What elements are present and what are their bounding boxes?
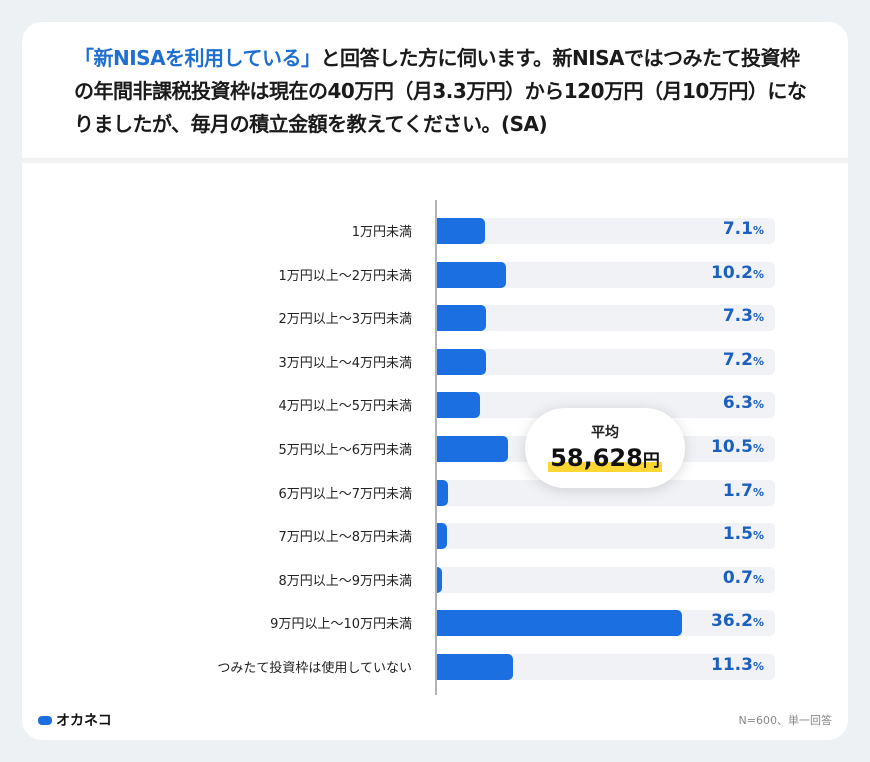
value-unit: % — [752, 442, 764, 455]
value-label: 11.3% — [711, 655, 764, 675]
value-number: 6.3 — [722, 393, 753, 414]
bar — [437, 479, 449, 506]
value-label: 1.5% — [723, 524, 764, 544]
value-unit: % — [752, 267, 764, 281]
bar-row: 4万円以上～5万円未満 6.3% — [22, 383, 848, 426]
value-label: 0.7% — [723, 568, 764, 588]
value-label: 7.1% — [723, 219, 764, 239]
value-label: 10.5% — [711, 437, 764, 457]
average-value-wrap: 58,628円 — [548, 444, 662, 472]
y-axis-line — [435, 200, 437, 695]
category-label: 1万円以上～2万円未満 — [278, 268, 412, 284]
bar-row: 7万円以上～8万円未満 1.5% — [22, 514, 848, 557]
value-number: 10.2 — [711, 262, 753, 283]
value-label: 7.2% — [723, 350, 764, 370]
average-label: 平均 — [591, 425, 619, 441]
average-bubble: 平均 58,628円 — [525, 408, 685, 488]
bar — [437, 654, 514, 680]
bar-row: 1万円未満 7.1% — [22, 209, 848, 252]
category-label: 9万円以上～10万円未満 — [270, 617, 412, 633]
value-unit: % — [752, 485, 764, 499]
bar-row: 1万円以上～2万円未満 10.2% — [22, 253, 848, 296]
value-unit: % — [752, 529, 764, 543]
value-number: 1.5 — [722, 524, 753, 545]
value-label: 10.2% — [711, 263, 764, 283]
category-label: 4万円以上～5万円未満 — [278, 399, 412, 415]
question-title: 「新NISAを利用している」と回答した方に伺います。新NISAではつみたて投資枠… — [74, 42, 814, 141]
value-label: 1.7% — [723, 481, 764, 501]
bar-row: つみたて投資枠は使用していない 11.3% — [22, 645, 848, 688]
logo-text: オカネコ — [56, 713, 112, 729]
category-label: 6万円以上～7万円未満 — [278, 486, 412, 502]
bar-row: 2万円以上～3万円未満 7.3% — [22, 296, 848, 339]
value-number: 7.2 — [722, 349, 753, 370]
value-unit: % — [752, 224, 764, 237]
value-unit: % — [752, 660, 764, 673]
bar — [437, 436, 508, 462]
value-number: 7.3 — [722, 306, 753, 327]
bar — [437, 523, 448, 550]
value-label: 6.3% — [723, 393, 764, 413]
logo: オカネコ — [38, 710, 112, 730]
value-unit: % — [752, 572, 764, 586]
bar-track — [437, 218, 775, 244]
bar-row: 3万円以上～4万円未満 7.2% — [22, 340, 848, 383]
bar — [437, 566, 442, 593]
category-label: 2万円以上～3万円未満 — [278, 312, 412, 328]
bar-row: 5万円以上～6万円未満 10.5% — [22, 427, 848, 470]
value-label: 36.2% — [711, 611, 764, 631]
value-number: 7.1 — [722, 219, 753, 239]
bar — [437, 392, 480, 419]
bar — [437, 218, 485, 244]
chart-card: 「新NISAを利用している」と回答した方に伺います。新NISAではつみたて投資枠… — [22, 22, 848, 740]
value-number: 0.7 — [722, 567, 753, 588]
question-text: と回答した方に伺います。新NISAではつみたて投資枠の年間非課税投資枠は現在の4… — [74, 46, 807, 136]
average-unit: 円 — [642, 451, 660, 471]
bar-track — [437, 348, 775, 375]
bar-track — [437, 523, 775, 550]
logo-icon — [38, 715, 52, 725]
category-label: つみたて投資枠は使用していない — [217, 661, 412, 676]
bar-row: 6万円以上～7万円未満 1.7% — [22, 471, 848, 514]
bar — [437, 348, 486, 375]
bar — [437, 610, 682, 637]
value-unit: % — [752, 616, 764, 630]
value-unit: % — [752, 311, 764, 325]
category-label: 5万円以上～6万円未満 — [278, 443, 412, 458]
category-label: 1万円未満 — [351, 225, 412, 240]
value-number: 36.2 — [711, 611, 753, 632]
question-highlight: 「新NISAを利用している」 — [74, 46, 321, 70]
question-header: 「新NISAを利用している」と回答した方に伺います。新NISAではつみたて投資枠… — [22, 22, 848, 163]
bar-row: 9万円以上～10万円未満 36.2% — [22, 601, 848, 644]
bar-row: 8万円以上～9万円未満 0.7% — [22, 558, 848, 601]
bar-track — [437, 566, 775, 593]
value-unit: % — [752, 354, 764, 368]
sample-note: N=600、単一回答 — [738, 714, 832, 727]
value-label: 7.3% — [723, 306, 764, 326]
bar — [437, 261, 506, 288]
value-number: 10.5 — [711, 437, 753, 457]
bar — [437, 305, 487, 332]
category-label: 8万円以上～9万円未満 — [278, 573, 412, 589]
value-number: 1.7 — [722, 480, 753, 501]
category-label: 7万円以上～8万円未満 — [278, 530, 412, 546]
value-unit: % — [752, 398, 764, 412]
bar-track — [437, 305, 775, 332]
average-value: 58,628 — [550, 444, 643, 472]
category-label: 3万円以上～4万円未満 — [278, 355, 412, 371]
value-number: 11.3 — [711, 655, 753, 675]
